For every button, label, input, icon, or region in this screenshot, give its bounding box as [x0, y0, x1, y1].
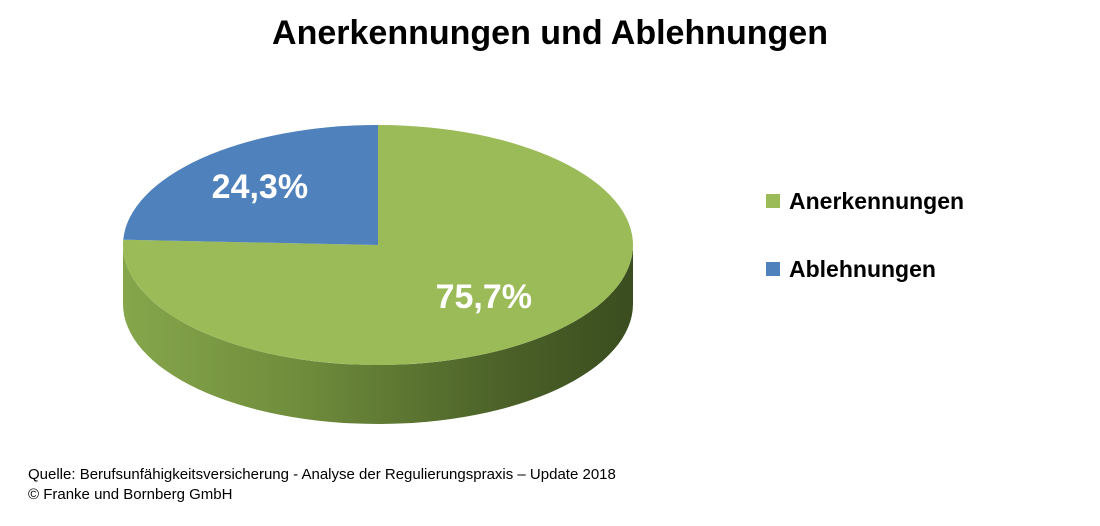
pie-side-wall [123, 245, 633, 424]
legend: Anerkennungen Ablehnungen [766, 184, 964, 320]
copyright-note: © Franke und Bornberg GmbH [28, 486, 233, 503]
legend-swatch-anerkennungen [766, 194, 780, 208]
legend-item-anerkennungen: Anerkennungen [766, 184, 964, 218]
chart-title: Anerkennungen und Ablehnungen [272, 14, 828, 52]
data-label-anerkennungen: 75,7% [436, 278, 532, 316]
pie-slice-ablehnungen [123, 125, 378, 245]
legend-item-ablehnungen: Ablehnungen [766, 252, 964, 286]
legend-swatch-ablehnungen [766, 262, 780, 276]
legend-label-anerkennungen: Anerkennungen [789, 187, 965, 214]
legend-label-ablehnungen: Ablehnungen [789, 255, 936, 282]
data-label-ablehnungen: 24,3% [212, 168, 308, 206]
source-note: Quelle: Berufsunfähigkeitsversicherung -… [28, 466, 616, 483]
footer: Quelle: Berufsunfähigkeitsversicherung -… [28, 465, 616, 505]
